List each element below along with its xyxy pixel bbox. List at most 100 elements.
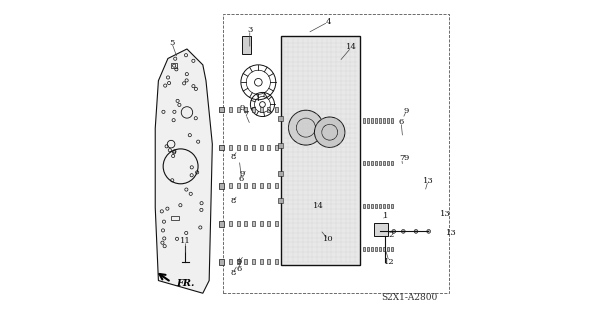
Bar bbox=[229, 145, 232, 150]
Bar bbox=[252, 183, 255, 188]
Bar bbox=[375, 204, 377, 208]
Bar bbox=[383, 247, 385, 251]
Bar bbox=[391, 204, 393, 208]
Bar bbox=[374, 223, 389, 236]
Bar bbox=[375, 161, 377, 165]
Bar bbox=[275, 183, 278, 188]
Bar bbox=[260, 221, 263, 226]
Bar bbox=[242, 36, 251, 54]
Bar bbox=[371, 161, 373, 165]
Bar bbox=[229, 107, 232, 112]
Text: 13: 13 bbox=[423, 177, 434, 185]
Text: 14: 14 bbox=[346, 44, 357, 52]
Text: 14: 14 bbox=[313, 202, 324, 210]
Bar bbox=[219, 107, 224, 112]
Bar bbox=[244, 259, 247, 264]
Text: 1: 1 bbox=[383, 212, 389, 220]
Bar bbox=[387, 247, 389, 251]
Text: 9: 9 bbox=[404, 107, 409, 115]
Bar bbox=[371, 118, 373, 123]
Bar bbox=[387, 204, 389, 208]
Bar bbox=[383, 204, 385, 208]
Text: 4: 4 bbox=[325, 18, 331, 26]
Text: 12: 12 bbox=[384, 258, 394, 266]
Bar bbox=[260, 183, 263, 188]
Bar bbox=[387, 118, 389, 123]
Text: 13: 13 bbox=[445, 229, 456, 237]
Text: 8: 8 bbox=[230, 197, 236, 205]
Bar bbox=[252, 107, 255, 112]
Circle shape bbox=[402, 229, 405, 233]
Bar bbox=[244, 183, 247, 188]
Bar bbox=[219, 183, 224, 188]
Bar bbox=[244, 107, 247, 112]
Bar bbox=[375, 118, 377, 123]
Bar bbox=[275, 259, 278, 264]
Text: 9: 9 bbox=[239, 170, 245, 178]
Bar bbox=[278, 198, 283, 203]
Bar bbox=[171, 63, 178, 68]
Circle shape bbox=[427, 229, 430, 233]
Circle shape bbox=[288, 110, 323, 145]
Bar bbox=[383, 118, 385, 123]
Bar bbox=[363, 247, 365, 251]
Text: 9: 9 bbox=[404, 155, 409, 163]
Text: 10: 10 bbox=[323, 235, 333, 243]
Text: 2: 2 bbox=[388, 230, 393, 238]
Bar bbox=[237, 107, 240, 112]
Bar bbox=[268, 259, 271, 264]
Bar bbox=[278, 116, 283, 121]
Bar bbox=[171, 215, 179, 220]
Text: 9: 9 bbox=[239, 104, 245, 112]
Circle shape bbox=[414, 229, 418, 233]
Bar bbox=[275, 221, 278, 226]
Bar bbox=[363, 118, 365, 123]
Bar bbox=[219, 259, 224, 265]
Circle shape bbox=[392, 229, 395, 233]
Bar bbox=[268, 145, 271, 150]
Circle shape bbox=[314, 117, 345, 148]
Bar bbox=[268, 183, 271, 188]
Bar bbox=[383, 161, 385, 165]
Bar bbox=[268, 221, 271, 226]
Bar bbox=[252, 259, 255, 264]
Bar bbox=[280, 36, 360, 265]
Bar bbox=[275, 145, 278, 150]
Bar bbox=[260, 145, 263, 150]
Bar bbox=[363, 204, 365, 208]
Polygon shape bbox=[155, 49, 212, 293]
Bar bbox=[260, 107, 263, 112]
Bar bbox=[387, 161, 389, 165]
Text: 13: 13 bbox=[440, 210, 451, 218]
Text: 9: 9 bbox=[237, 258, 242, 266]
Text: 8: 8 bbox=[230, 153, 236, 161]
Bar bbox=[391, 118, 393, 123]
Bar bbox=[391, 247, 393, 251]
Bar bbox=[371, 204, 373, 208]
Bar bbox=[363, 161, 365, 165]
Text: 6: 6 bbox=[239, 175, 244, 183]
Bar bbox=[278, 143, 283, 148]
Bar bbox=[367, 161, 369, 165]
Bar bbox=[229, 221, 232, 226]
Bar bbox=[367, 247, 369, 251]
Bar bbox=[379, 247, 381, 251]
Bar bbox=[229, 183, 232, 188]
Bar bbox=[252, 221, 255, 226]
Text: 6: 6 bbox=[399, 118, 403, 126]
Bar bbox=[391, 161, 393, 165]
Bar bbox=[219, 221, 224, 227]
Bar bbox=[244, 221, 247, 226]
Bar bbox=[371, 247, 373, 251]
Bar bbox=[237, 259, 240, 264]
Text: 7: 7 bbox=[243, 110, 248, 118]
Bar bbox=[219, 145, 224, 150]
Bar bbox=[252, 145, 255, 150]
Bar bbox=[379, 204, 381, 208]
Bar bbox=[379, 118, 381, 123]
Bar bbox=[268, 107, 271, 112]
Bar bbox=[223, 14, 449, 293]
Text: 3: 3 bbox=[247, 26, 252, 34]
Bar bbox=[379, 161, 381, 165]
Bar bbox=[275, 107, 278, 112]
